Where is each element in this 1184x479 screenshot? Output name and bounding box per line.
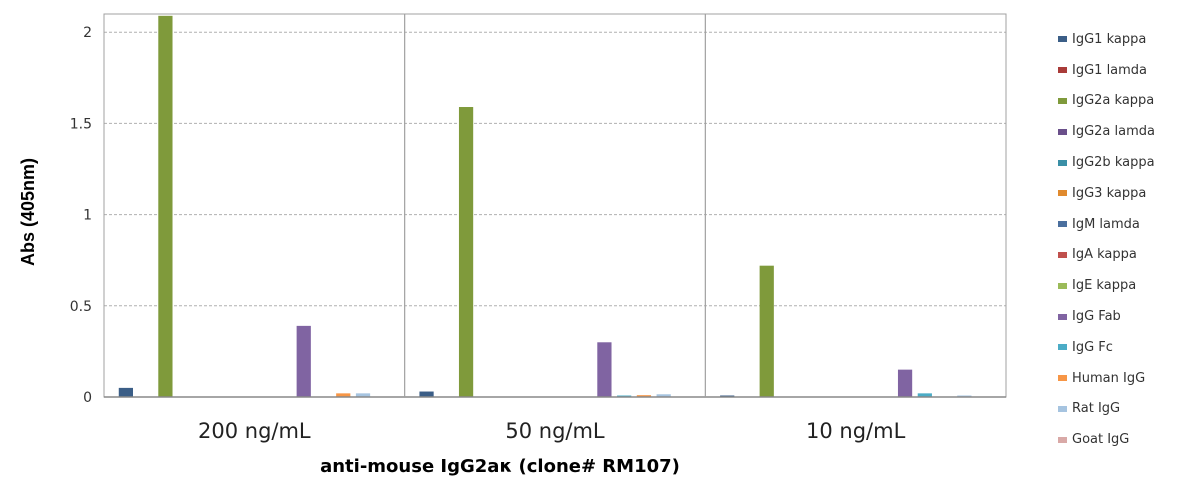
y-tick-label: 0 [83, 390, 92, 406]
legend-label: IgG2a lamda [1072, 124, 1155, 140]
bar [355, 393, 371, 397]
legend-item: IgM lamda [1058, 209, 1178, 240]
bar [897, 369, 913, 397]
plot-frame [103, 13, 1007, 398]
legend-item: IgG1 kappa [1058, 24, 1178, 55]
legend-item: IgG1 lamda [1058, 55, 1178, 86]
legend-swatch [1058, 313, 1067, 320]
legend-label: IgG3 kappa [1072, 185, 1147, 201]
legend-item: IgA kappa [1058, 240, 1178, 271]
legend-item: IgG3 kappa [1058, 178, 1178, 209]
bar [118, 387, 133, 397]
legend-label: IgG1 kappa [1072, 31, 1147, 47]
x-tick-label: 10 ng/mL [806, 419, 906, 443]
legend-item: Human IgG [1058, 363, 1178, 394]
x-tick-label: 200 ng/mL [198, 419, 311, 443]
legend-label: Human IgG [1072, 370, 1146, 386]
legend-item: IgG Fc [1058, 332, 1178, 363]
grid-lines [104, 31, 1006, 307]
legend-item: IgG2a kappa [1058, 86, 1178, 117]
bar [336, 393, 351, 397]
legend-item: Rat IgG [1058, 394, 1178, 425]
legend-item: IgG2a lamda [1058, 116, 1178, 147]
legend-item: IgG Fab [1058, 301, 1178, 332]
legend-label: IgG1 lamda [1072, 62, 1148, 78]
bar [296, 325, 311, 397]
bar [158, 15, 173, 397]
legend-swatch [1058, 375, 1067, 382]
legend-swatch [1058, 251, 1067, 258]
legend-label: IgA kappa [1072, 247, 1137, 263]
legend-label: IgE kappa [1072, 278, 1137, 294]
legend-swatch [1058, 97, 1067, 104]
legend-swatch [1058, 282, 1067, 289]
tick-labels: 0 0.5 1 1.5 2 200 ng/mL 50 ng/mL 10 ng/mL [70, 25, 906, 443]
legend-label: IgG2b kappa [1072, 155, 1155, 171]
legend-swatch [1058, 344, 1067, 351]
bar [419, 391, 434, 397]
legend-item: IgE kappa [1058, 270, 1178, 301]
bar [656, 394, 671, 397]
legend-swatch [1058, 36, 1067, 43]
legend-label: IgG2a kappa [1072, 93, 1155, 109]
bars [118, 15, 972, 397]
legend-swatch [1058, 67, 1067, 74]
bar [597, 342, 612, 397]
legend-swatch [1058, 221, 1067, 228]
x-tick-label: 50 ng/mL [505, 419, 605, 443]
legend: IgG1 kappa IgG1 lamda IgG2a kappa IgG2a lam… [1058, 24, 1178, 455]
legend-item: IgG2b kappa [1058, 147, 1178, 178]
bar [636, 395, 652, 397]
y-tick-label: 1.5 [70, 116, 92, 132]
legend-label: IgM lamda [1072, 216, 1140, 232]
legend-swatch [1058, 405, 1067, 412]
legend-label: IgG Fab [1072, 309, 1121, 325]
legend-swatch [1058, 436, 1067, 443]
legend-item: Goat IgG [1058, 424, 1178, 455]
legend-swatch [1058, 190, 1067, 197]
bar [759, 265, 774, 397]
x-axis-label: anti-mouse IgG2aκ (clone# RM107) [320, 456, 680, 477]
y-axis-label: Abs (405nm) [18, 158, 38, 266]
y-tick-label: 2 [83, 25, 92, 41]
y-tick-label: 0.5 [70, 299, 92, 315]
legend-swatch [1058, 128, 1067, 135]
bar [917, 393, 932, 397]
legend-label: Goat IgG [1072, 432, 1130, 448]
legend-label: IgG Fc [1072, 339, 1113, 355]
legend-swatch [1058, 159, 1067, 166]
legend-label: Rat IgG [1072, 401, 1121, 417]
bar [458, 107, 474, 397]
axes [103, 13, 1007, 398]
y-tick-label: 1 [83, 208, 92, 224]
